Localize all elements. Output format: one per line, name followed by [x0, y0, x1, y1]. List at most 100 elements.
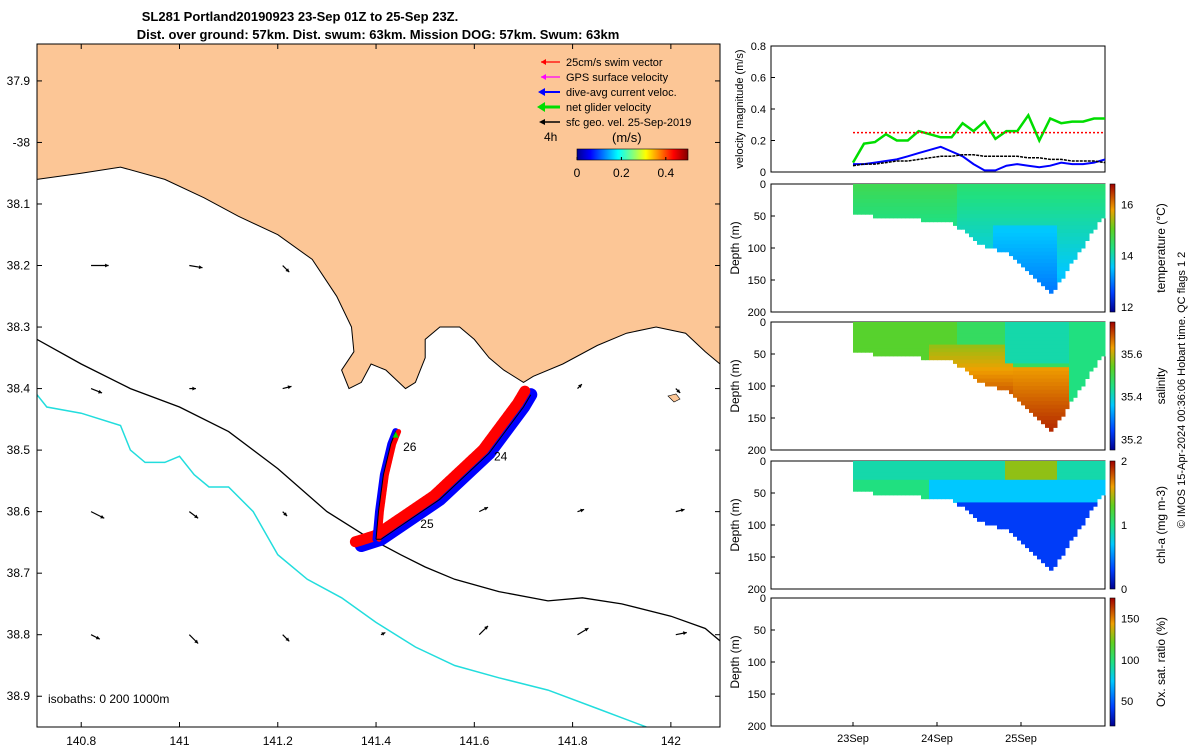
cell: [893, 468, 898, 473]
cell: [993, 464, 998, 470]
cell: [1029, 476, 1034, 481]
cell: [949, 187, 954, 193]
cell: [1069, 528, 1074, 534]
cell: [1093, 214, 1098, 219]
cell: [1005, 221, 1010, 226]
cell: [969, 506, 974, 511]
cell: [1069, 386, 1074, 391]
cell: [1001, 386, 1006, 391]
cell: [1005, 355, 1010, 361]
cell: [913, 191, 918, 196]
cell: [981, 468, 986, 473]
cell: [1025, 487, 1030, 492]
cell: [1017, 397, 1022, 402]
cell: [1065, 248, 1070, 253]
cell: [981, 221, 986, 226]
cell: [1037, 370, 1042, 376]
cell: [1077, 525, 1082, 530]
cell: [1097, 333, 1102, 338]
geo-vector: [282, 511, 288, 517]
cell: [1061, 333, 1066, 338]
cell: [1053, 476, 1058, 481]
cell: [1005, 513, 1010, 518]
cell: [1049, 374, 1054, 379]
cell: [1045, 517, 1050, 522]
salinity-y-tick-label: 50: [754, 349, 766, 361]
cell: [1013, 517, 1018, 522]
cell: [1041, 382, 1046, 387]
cell: [957, 214, 962, 219]
cell: [1021, 367, 1026, 372]
cell: [1013, 513, 1018, 518]
cell: [977, 240, 982, 245]
cell: [1041, 416, 1046, 421]
cell: [969, 340, 974, 346]
cell: [1017, 367, 1022, 372]
cell: [961, 355, 966, 361]
cell: [865, 461, 870, 466]
cell: [969, 214, 974, 219]
cell: [965, 491, 970, 496]
cell: [1041, 525, 1046, 530]
cell: [1077, 363, 1082, 368]
cell: [1033, 232, 1038, 238]
cell: [917, 199, 922, 204]
cell: [873, 184, 878, 189]
cell: [949, 472, 954, 477]
cell: [993, 374, 998, 379]
cell: [981, 494, 986, 500]
cell: [1009, 370, 1014, 376]
cell: [917, 202, 922, 208]
cell: [941, 340, 946, 346]
cell: [1025, 195, 1030, 200]
legend-label-geo: sfc geo. vel. 25-Sep-2019: [566, 117, 691, 129]
cell: [1057, 509, 1062, 515]
cell: [1049, 562, 1054, 567]
cell: [949, 464, 954, 470]
cell: [969, 232, 974, 238]
cell: [873, 210, 878, 215]
salinity-y-tick-label: 200: [748, 445, 766, 457]
cell: [1065, 509, 1070, 515]
cell: [1049, 352, 1054, 357]
cell: [1013, 337, 1018, 342]
cell: [981, 509, 986, 515]
cell: [1033, 344, 1038, 349]
cell: [1061, 214, 1066, 219]
cell: [1025, 363, 1030, 368]
cell: [921, 195, 926, 200]
cell: [985, 325, 990, 331]
cell: [1053, 479, 1058, 485]
cell: [941, 191, 946, 196]
cell: [893, 461, 898, 466]
cell: [1025, 513, 1030, 518]
cell: [1021, 378, 1026, 383]
cell: [993, 468, 998, 473]
cell: [1085, 363, 1090, 368]
cell: [1081, 491, 1086, 496]
cell: [1089, 363, 1094, 368]
cell: [873, 464, 878, 470]
cell: [961, 479, 966, 485]
cell: [997, 367, 1002, 372]
cell: [1041, 494, 1046, 500]
map-x-tick-label: 141.8: [558, 734, 588, 748]
cell: [1065, 374, 1070, 379]
cell: [1061, 263, 1066, 268]
cell: [1021, 513, 1026, 518]
cell: [961, 340, 966, 346]
cell: [997, 487, 1002, 492]
cell: [969, 483, 974, 488]
cell: [953, 487, 958, 492]
cell: [1049, 263, 1054, 268]
cell: [873, 468, 878, 473]
cell: [937, 214, 942, 219]
cell: [957, 337, 962, 342]
cell: [981, 225, 986, 230]
cell: [1057, 468, 1062, 473]
cell: [1021, 337, 1026, 342]
cell: [877, 476, 882, 481]
cell: [857, 199, 862, 204]
cell: [997, 506, 1002, 511]
cell: [989, 370, 994, 376]
